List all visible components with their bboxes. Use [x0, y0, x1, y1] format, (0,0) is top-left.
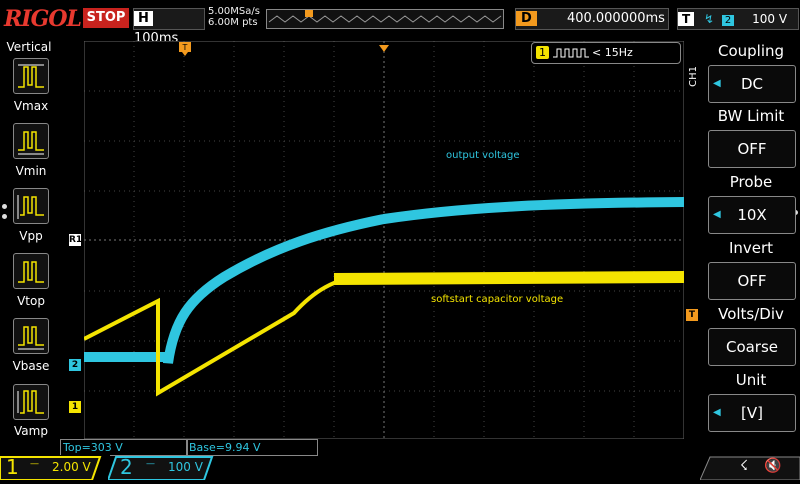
svg-text:T: T — [182, 43, 188, 52]
pulse-icon — [553, 47, 589, 59]
top-status-bar: RIGOL STOP H 100ms 5.00MSa/s 6.00M pts D… — [0, 0, 800, 36]
ch2-scale-tab[interactable]: 2 — 100 V — [108, 455, 218, 480]
channel-tag: CH1 — [688, 66, 699, 87]
freq-value: < 15Hz — [592, 46, 633, 59]
waveform-display[interactable] — [84, 41, 684, 439]
page-dot-icon — [2, 214, 7, 219]
left-arrow-icon: ◀ — [713, 395, 721, 431]
usb-icon: ☇ — [740, 458, 748, 474]
trigger-level: 100 V — [752, 12, 787, 26]
vbase-icon — [14, 319, 48, 353]
horizontal-timebase[interactable]: H 100ms — [133, 8, 205, 30]
dc-coupling-icon: — — [30, 459, 39, 469]
invert-header: Invert — [706, 239, 796, 257]
ch1-number: 1 — [6, 455, 19, 479]
ref-marker[interactable]: R1 — [69, 234, 81, 246]
probe-header: Probe — [706, 173, 796, 191]
ch2-scale: 100 V — [168, 460, 203, 474]
bw-limit-button[interactable]: OFF — [708, 130, 796, 168]
vmax-icon — [14, 59, 48, 93]
vbase-label: Vbase — [2, 359, 60, 373]
vtop-label: Vtop — [2, 294, 60, 308]
vmin-icon — [14, 124, 48, 158]
left-arrow-icon: ◀ — [713, 197, 721, 233]
unit-value: [V] — [741, 404, 763, 422]
sample-rate: 5.00MSa/s — [208, 6, 260, 17]
delay-label: D — [516, 11, 537, 26]
measure-base[interactable]: Base=9.94 V — [186, 439, 318, 456]
invert-value: OFF — [737, 272, 766, 290]
vpp-label: Vpp — [2, 229, 60, 243]
left-arrow-icon: ◀ — [713, 66, 721, 102]
rigol-logo: RIGOL — [4, 6, 81, 32]
ch1-scale: 2.00 V — [52, 460, 91, 474]
memory-depth: 6.00M pts — [208, 17, 260, 28]
vbase-button[interactable] — [13, 318, 49, 354]
ch2-number: 2 — [120, 455, 133, 479]
measure-top[interactable]: Top=303 V — [60, 439, 188, 456]
freq-channel-badge: 1 — [536, 46, 549, 59]
vmax-label: Vmax — [2, 99, 60, 113]
trigger-label: T — [678, 12, 694, 26]
trigger-delay[interactable]: D 400.000000ms — [515, 8, 669, 30]
vmin-button[interactable] — [13, 123, 49, 159]
invert-button[interactable]: OFF — [708, 262, 796, 300]
ch1-scale-tab[interactable]: 1 — 2.00 V — [0, 455, 110, 480]
vpp-button[interactable] — [13, 188, 49, 224]
vamp-button[interactable] — [13, 384, 49, 420]
delay-value: 400.000000ms — [567, 11, 665, 26]
frequency-counter[interactable]: 1 < 15Hz — [531, 42, 681, 64]
speaker-muted-icon[interactable]: 🔇 — [764, 458, 781, 474]
unit-header: Unit — [706, 371, 796, 389]
softstart-label: softstart capacitor voltage — [431, 294, 563, 305]
status-icons: ☇ 🔇 — [700, 455, 800, 480]
coupling-button[interactable]: ◀ DC — [708, 65, 796, 103]
measurement-category: Vertical — [0, 40, 58, 54]
center-marker-icon — [379, 38, 389, 57]
volts-div-button[interactable]: Coarse — [708, 328, 796, 366]
run-stop-button[interactable]: STOP — [83, 8, 129, 28]
coupling-header: Coupling — [706, 42, 796, 60]
vamp-label: Vamp — [2, 424, 60, 438]
vmax-button[interactable] — [13, 58, 49, 94]
ch2-offset-marker[interactable]: 2 — [69, 359, 81, 371]
output-voltage-label: output voltage — [446, 150, 520, 161]
ch1-offset-marker[interactable]: 1 — [69, 401, 81, 413]
vpp-icon — [14, 189, 48, 223]
probe-button[interactable]: ◀ 10X — [708, 196, 796, 234]
trigger-source: 2 — [722, 15, 734, 26]
trigger-position-icon[interactable]: T — [179, 41, 191, 60]
waveform-canvas — [84, 41, 684, 439]
horizontal-label: H — [134, 11, 153, 26]
volts-div-value: Coarse — [726, 338, 778, 356]
rising-edge-icon: ↯ — [704, 12, 714, 26]
vtop-button[interactable] — [13, 253, 49, 289]
unit-button[interactable]: ◀ [V] — [708, 394, 796, 432]
volts-div-header: Volts/Div — [706, 305, 796, 323]
bw-limit-value: OFF — [737, 140, 766, 158]
bw-limit-header: BW Limit — [706, 107, 796, 125]
memory-waveform-icon — [267, 10, 503, 28]
memory-overview-bar[interactable] — [266, 9, 504, 29]
vamp-icon — [14, 385, 48, 419]
vtop-icon — [14, 254, 48, 288]
trigger-level-marker[interactable]: T — [686, 309, 698, 321]
status-tab-frame — [700, 455, 800, 480]
acquisition-info: 5.00MSa/s 6.00M pts — [208, 6, 260, 28]
page-dot-icon — [2, 204, 7, 209]
dc-coupling-icon: — — [146, 459, 155, 469]
vmin-label: Vmin — [2, 164, 60, 178]
trigger-settings[interactable]: T ↯ 2 100 V — [677, 8, 799, 30]
probe-value: 10X — [737, 206, 766, 224]
coupling-value: DC — [741, 75, 763, 93]
